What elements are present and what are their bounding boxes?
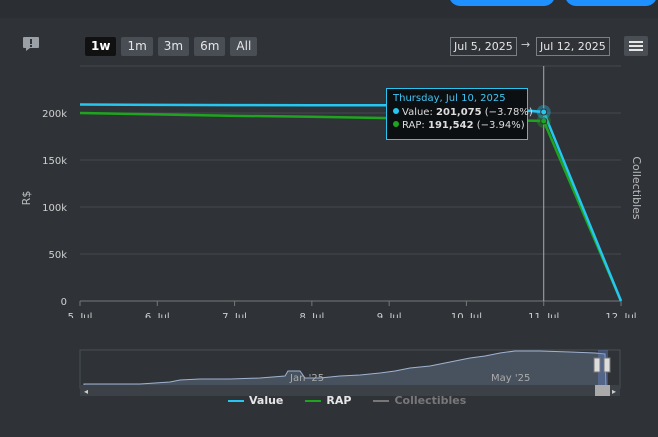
tooltip-rap-change: (−3.94%) (476, 120, 525, 131)
tooltip-rap-label: RAP: (402, 120, 425, 131)
comment-icon[interactable] (22, 36, 40, 52)
tooltip-title: Thursday, Jul 10, 2025 (393, 93, 506, 104)
top-action-button-2[interactable] (565, 0, 657, 6)
range-selector: 1w 1m 3m 6m All (85, 37, 258, 56)
legend: Value RAP Collectibles (228, 394, 466, 407)
legend-rap-line-icon (305, 399, 322, 402)
legend-item-rap[interactable]: RAP (305, 394, 351, 407)
y-tick-label: 200k (42, 109, 67, 120)
legend-item-value[interactable]: Value (228, 394, 283, 407)
x-tick-label: 9. Jul (377, 312, 402, 318)
x-tick-label: 6. Jul (145, 312, 170, 318)
chart-container: 1w 1m 3m 6m All Jul 5, 2025 → Jul 12, 20… (0, 18, 658, 437)
plot-area[interactable]: 0 50k 100k 150k 200k 5. Jul 6. Jul 7. Jul 8. Ju… (0, 18, 658, 318)
navigator-series (83, 350, 607, 389)
date-from-input[interactable]: Jul 5, 2025 (450, 37, 517, 56)
legend-value-label: Value (249, 394, 284, 407)
date-to-input[interactable]: Jul 12, 2025 (536, 37, 610, 56)
tooltip-rap: 191,542 (427, 120, 474, 131)
legend-value-line-icon (228, 399, 244, 402)
series-line-value[interactable] (79, 103, 623, 302)
tooltip-value-label: Value: (402, 107, 433, 118)
navigator-label-may: May '25 (491, 373, 530, 384)
range-button-1w[interactable]: 1w (85, 37, 117, 56)
legend-collectibles-line-icon (373, 399, 390, 402)
x-tick-label: 12. Jul (605, 312, 636, 318)
legend-item-collectibles[interactable]: Collectibles (373, 394, 466, 407)
legend-rap-label: RAP (326, 394, 352, 407)
series-line-rap[interactable] (79, 111, 623, 302)
rap-dot-icon (393, 121, 399, 127)
x-tick-label: 10. Jul (451, 312, 482, 318)
data-tooltip: Thursday, Jul 10, 2025 Value: 201,075 (−… (386, 88, 533, 140)
y2-axis-title: Collectibles (630, 156, 643, 220)
x-tick-label: 7. Jul (222, 312, 247, 318)
x-tick-label: 11. Jul (528, 312, 559, 318)
y-tick-label: 50k (48, 250, 67, 261)
range-button-3m[interactable]: 3m (157, 37, 190, 56)
chart-menu-button[interactable] (624, 36, 648, 56)
navigator[interactable]: Jan '25 May '25 ◂ ▸ (0, 340, 658, 400)
scroll-right-arrow-icon[interactable]: ▸ (612, 387, 616, 396)
x-tick-label: 5. Jul (68, 312, 93, 318)
tooltip-value-change: (−3.78%) (484, 107, 533, 118)
navigator-label-jan: Jan '25 (289, 373, 324, 384)
y-axis-title: R$ (20, 191, 33, 206)
top-action-button-1[interactable] (449, 0, 555, 6)
legend-collectibles-label: Collectibles (394, 394, 467, 407)
range-button-all[interactable]: All (230, 37, 258, 56)
x-tick-label: 8. Jul (299, 312, 324, 318)
y-tick-label: 100k (42, 203, 67, 214)
scrollbar-thumb[interactable] (595, 385, 610, 396)
navigator-left-handle[interactable] (593, 357, 601, 373)
range-button-1m[interactable]: 1m (121, 37, 153, 56)
tooltip-value: 201,075 (436, 107, 482, 118)
date-range-arrow: → (521, 38, 531, 51)
navigator-right-handle[interactable] (603, 357, 611, 373)
navigator-scrollbar[interactable] (80, 385, 620, 396)
hover-point-value (540, 108, 548, 116)
y-tick-label: 0 (61, 297, 67, 308)
navigator-selection[interactable] (598, 350, 608, 388)
hover-point-rap (540, 117, 548, 125)
y-tick-label: 150k (42, 156, 67, 167)
value-dot-icon (393, 108, 399, 114)
scroll-left-arrow-icon[interactable]: ◂ (84, 387, 88, 396)
range-button-6m[interactable]: 6m (194, 37, 226, 56)
